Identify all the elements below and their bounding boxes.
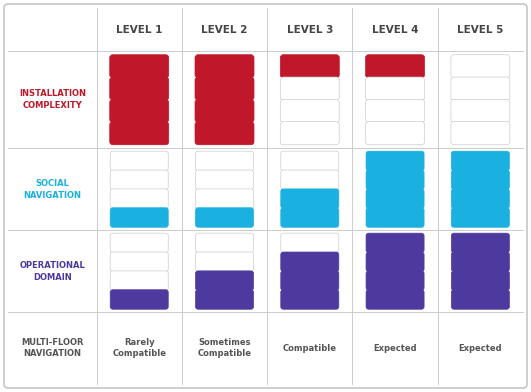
FancyBboxPatch shape	[280, 77, 339, 100]
FancyBboxPatch shape	[366, 151, 424, 171]
FancyBboxPatch shape	[110, 189, 168, 209]
Text: LEVEL 4: LEVEL 4	[372, 25, 418, 34]
FancyBboxPatch shape	[366, 252, 424, 272]
FancyBboxPatch shape	[281, 189, 339, 209]
FancyBboxPatch shape	[195, 55, 254, 78]
FancyBboxPatch shape	[195, 77, 254, 100]
FancyBboxPatch shape	[110, 290, 168, 309]
FancyBboxPatch shape	[281, 170, 339, 190]
FancyBboxPatch shape	[365, 122, 425, 145]
FancyBboxPatch shape	[195, 189, 253, 209]
FancyBboxPatch shape	[110, 55, 169, 78]
Text: Expected: Expected	[459, 344, 502, 352]
FancyBboxPatch shape	[451, 99, 510, 122]
FancyBboxPatch shape	[451, 151, 509, 171]
FancyBboxPatch shape	[110, 122, 169, 145]
FancyBboxPatch shape	[110, 99, 169, 122]
Text: LEVEL 1: LEVEL 1	[116, 25, 162, 34]
FancyBboxPatch shape	[451, 233, 509, 253]
FancyBboxPatch shape	[281, 271, 339, 290]
FancyBboxPatch shape	[195, 290, 253, 309]
Text: LEVEL 2: LEVEL 2	[201, 25, 247, 34]
FancyBboxPatch shape	[451, 189, 509, 209]
FancyBboxPatch shape	[110, 208, 168, 227]
FancyBboxPatch shape	[281, 290, 339, 309]
FancyBboxPatch shape	[451, 290, 509, 309]
FancyBboxPatch shape	[366, 189, 424, 209]
FancyBboxPatch shape	[195, 122, 254, 145]
Text: OPERATIONAL
DOMAIN: OPERATIONAL DOMAIN	[20, 261, 85, 281]
FancyBboxPatch shape	[110, 271, 168, 290]
FancyBboxPatch shape	[451, 122, 510, 145]
Text: Sometimes
Compatible: Sometimes Compatible	[198, 338, 252, 359]
FancyBboxPatch shape	[195, 233, 253, 253]
Text: Rarely
Compatible: Rarely Compatible	[112, 338, 166, 359]
FancyBboxPatch shape	[110, 252, 168, 272]
FancyBboxPatch shape	[365, 55, 425, 78]
FancyBboxPatch shape	[195, 271, 253, 290]
FancyBboxPatch shape	[366, 290, 424, 309]
FancyBboxPatch shape	[195, 170, 253, 190]
FancyBboxPatch shape	[281, 208, 339, 227]
Text: Expected: Expected	[373, 344, 417, 352]
FancyBboxPatch shape	[280, 122, 339, 145]
FancyBboxPatch shape	[451, 170, 509, 190]
FancyBboxPatch shape	[451, 55, 510, 78]
Text: Compatible: Compatible	[283, 344, 337, 352]
Text: LEVEL 5: LEVEL 5	[457, 25, 503, 34]
FancyBboxPatch shape	[195, 151, 253, 171]
FancyBboxPatch shape	[365, 99, 425, 122]
FancyBboxPatch shape	[451, 77, 510, 100]
FancyBboxPatch shape	[366, 208, 424, 227]
FancyBboxPatch shape	[195, 99, 254, 122]
FancyBboxPatch shape	[366, 233, 424, 253]
FancyBboxPatch shape	[280, 55, 339, 78]
FancyBboxPatch shape	[281, 151, 339, 171]
Text: MULTI-FLOOR
NAVIGATION: MULTI-FLOOR NAVIGATION	[21, 338, 83, 359]
FancyBboxPatch shape	[281, 233, 339, 253]
Text: INSTALLATION
COMPLEXITY: INSTALLATION COMPLEXITY	[19, 89, 86, 110]
FancyBboxPatch shape	[110, 77, 169, 100]
FancyBboxPatch shape	[365, 77, 425, 100]
FancyBboxPatch shape	[195, 252, 253, 272]
FancyBboxPatch shape	[280, 99, 339, 122]
Text: LEVEL 3: LEVEL 3	[287, 25, 333, 34]
FancyBboxPatch shape	[366, 271, 424, 290]
FancyBboxPatch shape	[110, 151, 168, 171]
Text: SOCIAL
NAVIGATION: SOCIAL NAVIGATION	[23, 179, 81, 200]
FancyBboxPatch shape	[451, 208, 509, 227]
FancyBboxPatch shape	[4, 4, 527, 388]
FancyBboxPatch shape	[195, 208, 253, 227]
FancyBboxPatch shape	[366, 170, 424, 190]
FancyBboxPatch shape	[451, 271, 509, 290]
FancyBboxPatch shape	[110, 233, 168, 253]
FancyBboxPatch shape	[281, 252, 339, 272]
FancyBboxPatch shape	[110, 170, 168, 190]
FancyBboxPatch shape	[451, 252, 509, 272]
